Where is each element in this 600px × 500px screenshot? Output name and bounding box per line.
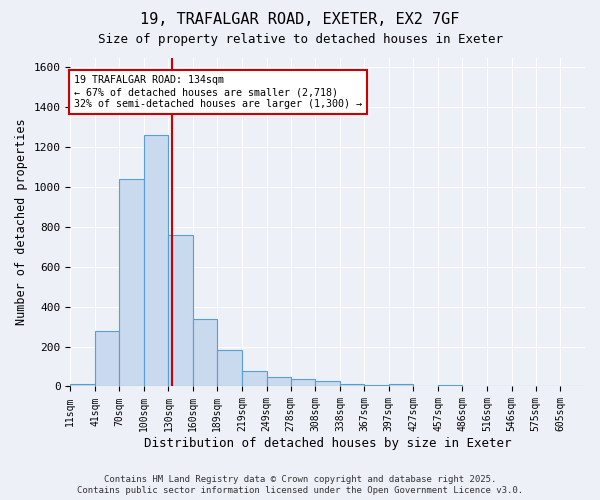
Text: 19, TRAFALGAR ROAD, EXETER, EX2 7GF: 19, TRAFALGAR ROAD, EXETER, EX2 7GF [140,12,460,28]
Bar [340,384,364,386]
Bar [266,377,290,386]
Text: Size of property relative to detached houses in Exeter: Size of property relative to detached ho… [97,32,503,46]
Bar [143,136,169,386]
Bar [70,384,95,386]
Bar [95,330,119,386]
Text: Contains HM Land Registry data © Crown copyright and database right 2025.: Contains HM Land Registry data © Crown c… [104,475,496,484]
Bar [193,318,217,386]
Bar [389,384,413,386]
Bar [315,382,340,386]
Bar [290,379,315,386]
Text: 19 TRAFALGAR ROAD: 134sqm
← 67% of detached houses are smaller (2,718)
32% of se: 19 TRAFALGAR ROAD: 134sqm ← 67% of detac… [74,76,362,108]
Bar [242,370,266,386]
Bar [364,385,389,386]
Bar [169,235,193,386]
Bar [217,350,242,387]
Bar [119,179,143,386]
Text: Contains public sector information licensed under the Open Government Licence v3: Contains public sector information licen… [77,486,523,495]
X-axis label: Distribution of detached houses by size in Exeter: Distribution of detached houses by size … [144,437,511,450]
Y-axis label: Number of detached properties: Number of detached properties [15,118,28,326]
